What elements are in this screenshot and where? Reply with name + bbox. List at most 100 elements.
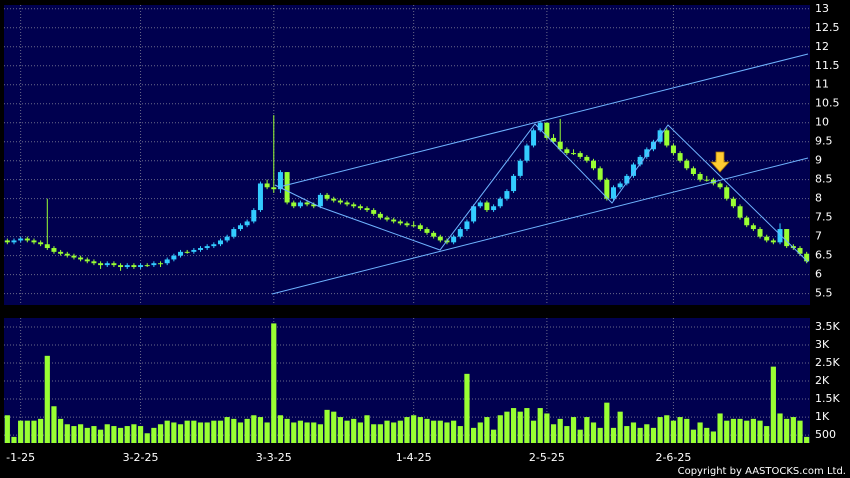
candle-body: [531, 130, 537, 146]
candle-body: [717, 183, 723, 188]
candle-body: [237, 225, 243, 230]
volume-bar: [317, 424, 324, 443]
candle-body: [4, 240, 10, 243]
candle-body: [424, 229, 430, 233]
volume-bar: [284, 418, 290, 443]
candle-body: [111, 263, 117, 266]
zigzag: [274, 123, 809, 263]
volume-bar: [377, 424, 383, 443]
candle-body: [304, 202, 310, 205]
volume-bar: [64, 424, 70, 443]
volume-bar: [337, 417, 343, 443]
candle-body: [670, 145, 676, 154]
candle-body: [271, 187, 277, 190]
candle-body: [564, 149, 570, 154]
candle-body: [357, 206, 363, 209]
copyright: Copyright by AASTOCKS.com Ltd.: [678, 466, 846, 477]
volume-bar: [610, 427, 617, 443]
candle-body: [411, 225, 417, 227]
volume-bar: [157, 424, 164, 443]
y-tick-label: 8.5: [815, 173, 833, 186]
volume-bar: [524, 408, 530, 443]
y-tick-label: 9: [815, 154, 822, 167]
candle-body: [104, 263, 110, 266]
candle-body: [84, 259, 90, 262]
y-tick-label: 3.5K: [815, 320, 840, 333]
candle-body: [371, 210, 377, 214]
volume-bar: [637, 427, 643, 443]
candle-body: [637, 156, 643, 165]
candle-body: [417, 225, 423, 230]
volume-bar: [117, 427, 124, 443]
y-tick-label: 7.5: [815, 211, 833, 224]
volume-bar: [777, 413, 783, 443]
y-tick-label: 8: [815, 192, 822, 205]
volume-bar: [324, 409, 330, 443]
candle-body: [617, 183, 623, 188]
volume-bar: [331, 411, 337, 443]
candle-body: [624, 175, 630, 184]
volume-bar: [391, 422, 397, 443]
candle-body: [364, 208, 370, 211]
volume-bar: [277, 415, 284, 443]
volume-bar: [770, 366, 776, 443]
y-tick-label: 12: [815, 40, 829, 53]
candle-body: [730, 198, 736, 207]
candle-body: [138, 265, 144, 268]
y-tick-label: 500: [815, 428, 836, 441]
volume-bar: [51, 406, 57, 443]
volume-bar: [544, 413, 550, 443]
candle-body: [431, 232, 437, 237]
volume-bar: [171, 422, 177, 443]
candle-body: [351, 204, 357, 207]
y-tick-label: 2.5K: [815, 356, 840, 369]
volume-bar: [490, 429, 497, 443]
volume-bar: [137, 426, 144, 443]
volume-bar: [750, 418, 756, 443]
volume-bar: [670, 420, 677, 443]
candle-body: [317, 194, 323, 207]
volume-bar: [177, 424, 184, 443]
volume-bar: [311, 422, 317, 443]
volume-bar: [590, 422, 597, 443]
volume-bar: [664, 415, 670, 443]
y-tick-label: 5.5: [815, 287, 833, 300]
volume-bar: [650, 427, 657, 443]
volume-bar: [477, 422, 483, 443]
trend-lines: [271, 53, 809, 295]
volume-bar: [84, 427, 90, 443]
candle-body: [377, 213, 383, 218]
volume-bar: [437, 420, 443, 443]
candle-body: [198, 248, 204, 250]
volume-bar: [18, 420, 24, 443]
volume-bar: [4, 415, 10, 443]
candle-body: [171, 255, 177, 260]
volume-bar: [217, 420, 224, 443]
candle-body: [44, 244, 50, 249]
candle-body: [404, 223, 410, 226]
candle-body: [251, 210, 257, 222]
volume-bar: [717, 413, 723, 443]
candle-body: [770, 240, 776, 243]
candle-body: [437, 236, 443, 241]
volume-bar: [530, 420, 537, 443]
volume-bar: [764, 426, 770, 443]
candle-body: [464, 221, 470, 230]
candle-body: [24, 238, 30, 241]
volume-bar: [271, 323, 277, 443]
candle-body: [737, 206, 743, 218]
candle-body: [677, 153, 683, 161]
candle-body: [597, 168, 603, 180]
candle-body: [257, 183, 263, 211]
candle-body: [18, 238, 24, 241]
volume-bar: [304, 422, 310, 443]
candle-body: [337, 200, 343, 203]
candle-body: [311, 204, 317, 207]
candle-body: [231, 229, 237, 237]
volume-bar: [557, 418, 563, 443]
y-tick-label: 11: [815, 78, 829, 91]
candle-body: [244, 221, 250, 226]
candle-body: [204, 246, 210, 249]
volume-bar: [657, 417, 663, 443]
volume-bar: [737, 418, 743, 443]
